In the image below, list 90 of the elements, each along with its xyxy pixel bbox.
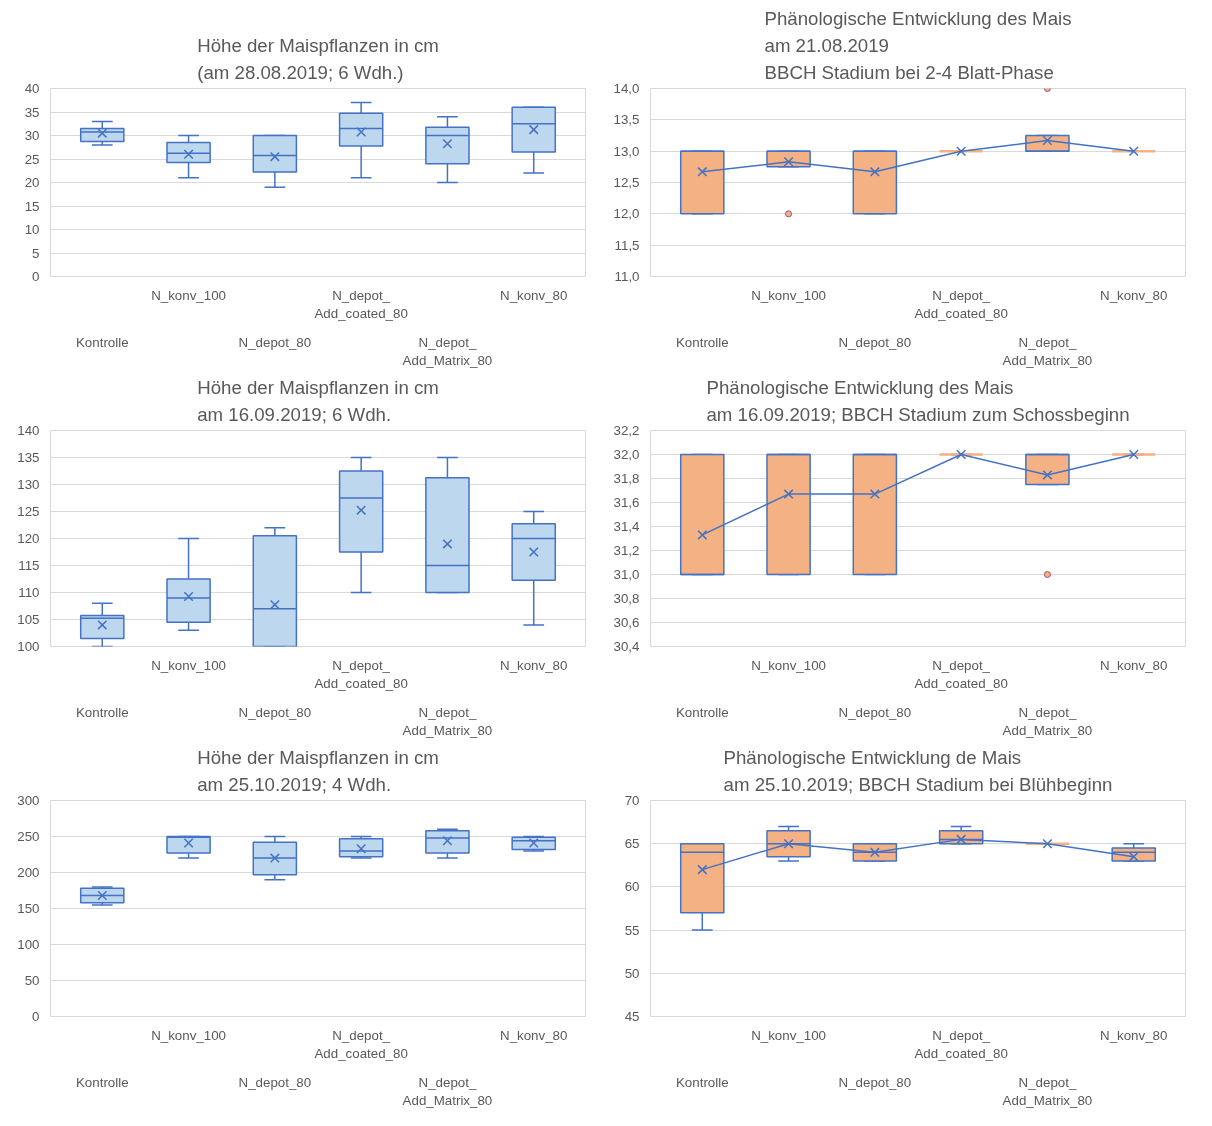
y-tick-label: 13,0 (613, 143, 640, 159)
y-tick-label: 11,0 (614, 269, 640, 284)
x-tick-label: Kontrolle (675, 334, 729, 350)
y-tick-label: 20 (24, 175, 40, 190)
y-tick-label: 100 (17, 639, 40, 654)
y-tick-label: 32,0 (613, 447, 640, 462)
y-tick-label: 30,8 (613, 591, 640, 606)
y-tick-label: 31,2 (613, 543, 640, 558)
x-tick-label: N_depot_ Add_coated_80 (914, 657, 1008, 691)
x-tick-label: N_konv_100 (751, 657, 826, 673)
x-tick-label: N_konv_100 (151, 1027, 226, 1043)
y-tick-label: 31,0 (613, 567, 640, 582)
y-tick-label: 125 (17, 504, 40, 519)
y-tick-label: 100 (17, 937, 40, 952)
x-tick-label: N_depot_80 (838, 1074, 912, 1090)
y-tick-label: 0 (32, 1009, 40, 1024)
y-tick-label: 130 (17, 477, 40, 492)
y-tick-label: 31,8 (613, 471, 640, 486)
y-tick-label: 25 (24, 151, 40, 167)
x-tick-label: N_depot_ Add_Matrix_80 (1002, 1074, 1093, 1108)
chart-title: Phänologische Entwicklung de Mais am 25.10.2019; BBCH Stadium bei Blühbeginn (723, 747, 1113, 796)
y-tick-label: 50 (24, 973, 40, 988)
y-tick-label: 140 (17, 423, 40, 438)
x-tick-label: N_konv_80 (1100, 287, 1168, 303)
x-tick-label: N_depot_80 (838, 334, 912, 350)
y-tick-label: 31,6 (613, 495, 640, 510)
y-tick-label: 11,5 (614, 237, 640, 253)
x-tick-label: N_depot_ Add_coated_80 (914, 1027, 1008, 1061)
x-tick-label: N_depot_ Add_Matrix_80 (402, 704, 493, 738)
x-tick-label: Kontrolle (75, 334, 129, 350)
y-tick-label: 105 (17, 612, 40, 627)
x-tick-label: N_depot_80 (838, 704, 912, 720)
x-tick-label: N_depot_ Add_coated_80 (314, 287, 408, 321)
x-tick-label: N_depot_80 (238, 334, 312, 350)
y-tick-label: 200 (17, 865, 40, 880)
chart-title: Höhe der Maispflanzen in cm am 16.09.2019; 6 Wdh. (197, 377, 439, 426)
y-tick-label: 115 (18, 558, 40, 573)
x-tick-label: N_depot_80 (238, 704, 312, 720)
chart-title: Phänologische Entwicklung des Mais am 21.08.2019 BBCH Stadium bei 2-4 Blatt-Phase (764, 7, 1072, 84)
x-tick-label: N_depot_ Add_Matrix_80 (1002, 334, 1093, 368)
y-tick-label: 135 (17, 450, 40, 465)
y-tick-label: 30,6 (613, 615, 640, 630)
y-tick-label: 55 (624, 922, 640, 938)
x-tick-label: N_depot_ Add_coated_80 (314, 657, 408, 691)
chart-title: Höhe der Maispflanzen in cm am 25.10.2019; 4 Wdh. (197, 747, 439, 796)
y-tick-label: 70 (624, 793, 640, 808)
y-tick-label: 10 (24, 222, 40, 237)
y-tick-label: 50 (624, 965, 640, 981)
y-tick-label: 45 (624, 1009, 640, 1024)
y-tick-label: 300 (17, 793, 40, 808)
x-tick-label: N_depot_80 (238, 1074, 312, 1090)
x-tick-label: N_depot_ Add_Matrix_80 (402, 334, 493, 368)
y-tick-label: 32,2 (613, 423, 640, 438)
x-tick-label: N_depot_ Add_coated_80 (314, 1027, 408, 1061)
x-tick-label: Kontrolle (75, 1074, 129, 1090)
x-tick-label: N_konv_80 (500, 1027, 568, 1043)
x-tick-label: N_konv_100 (151, 657, 226, 673)
x-tick-label: N_konv_100 (751, 1027, 826, 1043)
y-tick-label: 30 (24, 128, 40, 143)
y-tick-label: 13,5 (613, 112, 640, 128)
x-tick-label: N_konv_80 (1100, 1027, 1168, 1043)
y-tick-label: 12,5 (613, 175, 640, 190)
y-tick-label: 30,4 (613, 639, 641, 654)
x-tick-label: N_konv_80 (1100, 657, 1168, 673)
y-tick-label: 35 (24, 104, 40, 120)
y-tick-label: 40 (24, 81, 40, 96)
y-tick-label: 120 (17, 531, 40, 546)
y-tick-label: 31,4 (613, 519, 641, 534)
y-tick-label: 250 (17, 829, 40, 844)
x-tick-label: N_konv_100 (751, 287, 826, 303)
y-tick-label: 60 (624, 879, 640, 895)
chart-title: Höhe der Maispflanzen in cm (am 28.08.2019; 6 Wdh.) (197, 35, 439, 84)
x-tick-label: N_depot_ Add_Matrix_80 (402, 1074, 493, 1108)
x-tick-label: N_konv_80 (500, 287, 568, 303)
y-tick-label: 150 (17, 901, 40, 916)
y-tick-label: 65 (624, 836, 640, 852)
x-tick-label: Kontrolle (75, 704, 129, 720)
y-tick-label: 12,0 (613, 206, 640, 222)
x-tick-label: N_depot_ Add_Matrix_80 (1002, 704, 1093, 738)
x-tick-label: N_konv_100 (151, 287, 226, 303)
y-tick-label: 15 (24, 198, 40, 214)
x-tick-label: Kontrolle (675, 1074, 729, 1090)
chart-title: Phänologische Entwicklung des Mais am 16.09.2019; BBCH Stadium zum Schossbeginn (706, 377, 1130, 426)
y-tick-label: 14,0 (613, 81, 640, 96)
y-tick-label: 0 (32, 269, 40, 284)
y-tick-label: 110 (18, 585, 40, 600)
x-tick-label: Kontrolle (675, 704, 729, 720)
x-tick-label: N_konv_80 (500, 657, 568, 673)
x-tick-label: N_depot_ Add_coated_80 (914, 287, 1008, 321)
y-tick-label: 5 (32, 245, 40, 261)
